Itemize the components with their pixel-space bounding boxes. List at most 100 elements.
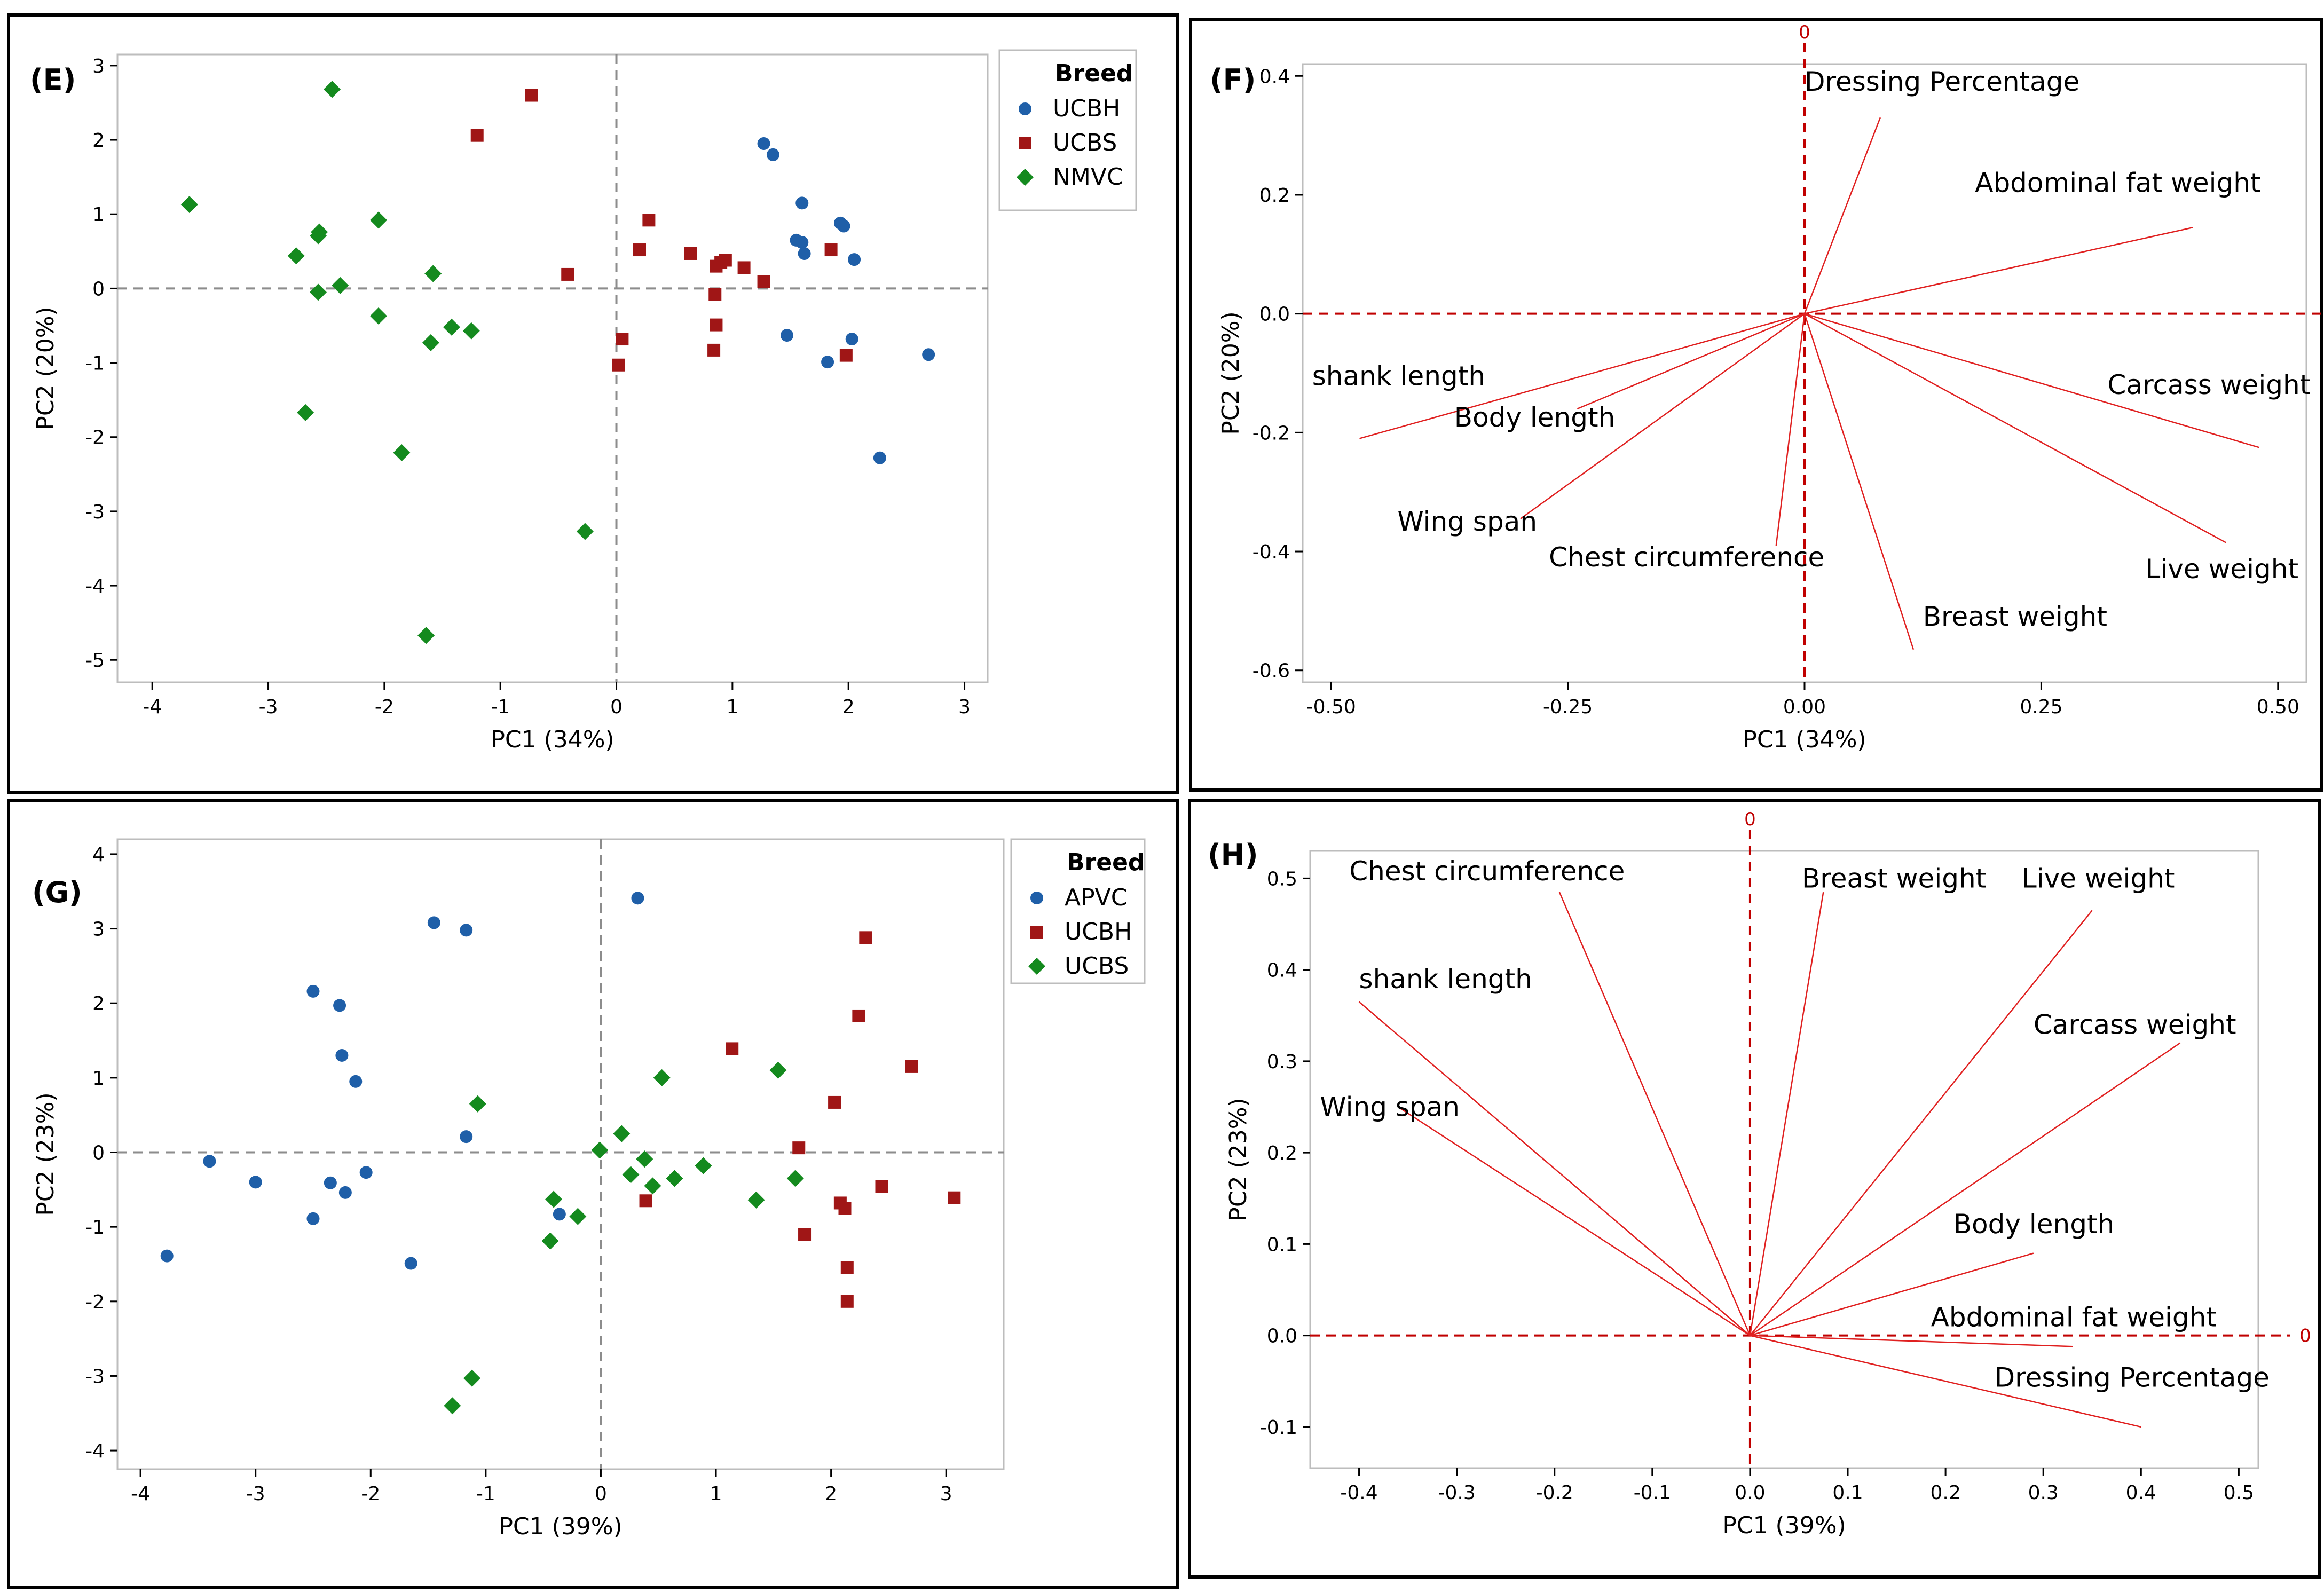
point-apvc xyxy=(160,1249,174,1263)
loading-label: Breast weight xyxy=(1802,863,1986,894)
x-tick-label: -4 xyxy=(143,696,162,718)
loading-vector xyxy=(1749,910,2093,1336)
point-nmvc xyxy=(443,318,460,336)
loading-vector xyxy=(1398,1106,1751,1336)
loading-label: Breast weight xyxy=(1923,601,2107,632)
point-ucbs xyxy=(633,243,646,257)
y-tick-label: 0.4 xyxy=(1259,66,1290,88)
loading-vector xyxy=(1359,313,1805,439)
point-apvc xyxy=(427,916,440,929)
zero-ref-label: 0 xyxy=(1799,22,1810,43)
point-apvc xyxy=(553,1208,566,1221)
point-nmvc xyxy=(287,247,305,265)
y-tick-label: 1 xyxy=(92,1068,105,1090)
y-tick-label: 0.3 xyxy=(1267,1051,1297,1073)
x-tick-label: -0.4 xyxy=(1340,1482,1377,1504)
panel-e-tag: (E) xyxy=(30,63,76,97)
panel-f-x-axis-title: PC1 (34%) xyxy=(1743,726,1866,753)
loading-label: Live weight xyxy=(2145,554,2298,585)
point-nmvc xyxy=(393,444,411,461)
panel-f-y-axis-title: PC2 (20%) xyxy=(1217,311,1244,435)
panel-e-border xyxy=(7,13,1179,794)
y-tick-label: 0.0 xyxy=(1259,304,1290,326)
point-ucbh xyxy=(905,1060,918,1073)
loading-label: Body length xyxy=(1953,1209,2115,1240)
y-tick-label: -3 xyxy=(85,501,105,523)
point-nmvc xyxy=(324,81,341,98)
loading-vector xyxy=(1804,313,2259,448)
loading-label: Live weight xyxy=(2022,863,2175,894)
point-ucbs xyxy=(525,89,538,102)
y-tick-label: 2 xyxy=(92,993,105,1015)
legend-marker-apvc xyxy=(1030,892,1043,904)
point-ucbs xyxy=(824,243,838,257)
x-tick-label: 0 xyxy=(610,696,623,718)
point-ucbs xyxy=(469,1095,486,1113)
panel-g-legend-box xyxy=(1010,838,1146,984)
point-nmvc xyxy=(309,227,327,245)
y-tick-label: 3 xyxy=(92,56,105,77)
point-ucbs xyxy=(444,1397,461,1415)
legend-marker-ucbs xyxy=(1019,137,1031,149)
panel-e-plot: -4 -3 -2 -1 0 1 2 3 -5 -4 -3 -2 -1 0 1 2 3 PC1 (34%) PC2 (… xyxy=(32,53,989,753)
point-apvc xyxy=(203,1155,216,1168)
panel-e-legend-box xyxy=(998,49,1137,211)
y-tick-label: -4 xyxy=(85,575,105,597)
point-ucbs xyxy=(653,1069,671,1086)
loading-vector xyxy=(1803,313,1915,650)
x-tick-label: -0.25 xyxy=(1543,696,1593,718)
point-ucbs xyxy=(642,214,656,227)
y-tick-label: -2 xyxy=(85,427,105,449)
point-ucbs xyxy=(747,1191,765,1209)
panel-h-y-axis-title: PC2 (23%) xyxy=(1225,1098,1252,1221)
panel-h-tag: (H) xyxy=(1208,838,1258,872)
legend-title: Breed xyxy=(1067,849,1145,876)
y-tick-label: -0.2 xyxy=(1252,422,1290,444)
panel-f: (F) 00-0.50-0.250.000.250.50-0.6-0.4-0.2… xyxy=(1189,18,2324,792)
point-ucbh xyxy=(828,1095,841,1109)
y-tick-label: 0 xyxy=(92,278,105,300)
loading-vector xyxy=(1358,1001,1751,1336)
loading-vector xyxy=(1804,313,2226,543)
y-tick-label: -3 xyxy=(85,1366,105,1387)
zero-ref-label: 0 xyxy=(1744,809,1756,830)
point-ucbs xyxy=(769,1061,787,1079)
point-ucbh xyxy=(798,247,811,260)
y-tick-label: -5 xyxy=(85,650,105,672)
point-ucbs xyxy=(710,259,723,273)
point-nmvc xyxy=(417,627,435,644)
point-ucbh xyxy=(798,1228,812,1241)
loading-label: Wing span xyxy=(1397,506,1537,537)
loading-vector xyxy=(1577,313,1805,409)
panel-g-x-axis-title: PC1 (39%) xyxy=(499,1513,622,1540)
x-tick-label: -1 xyxy=(476,1483,495,1505)
panel-h-x-axis-title: PC1 (39%) xyxy=(1722,1512,1846,1539)
y-tick-label: -1 xyxy=(85,1217,105,1239)
loading-vector xyxy=(1775,313,1806,546)
zero-ref-label: 0 xyxy=(2299,1326,2311,1347)
point-ucbh xyxy=(766,148,779,161)
x-tick-label: -3 xyxy=(259,696,278,718)
point-ucbh xyxy=(873,451,886,464)
point-ucbs xyxy=(737,261,751,274)
point-ucbs xyxy=(757,275,770,288)
point-apvc xyxy=(335,1048,349,1062)
y-tick-label: -0.4 xyxy=(1252,541,1290,563)
panel-g-legend: Breed APVC UCBH UCBS xyxy=(1010,838,1146,984)
point-ucbh xyxy=(845,333,858,346)
loading-label: Wing span xyxy=(1320,1092,1460,1123)
x-tick-label: 0.4 xyxy=(2126,1482,2156,1504)
loading-label: Dressing Percentage xyxy=(1995,1362,2270,1393)
point-nmvc xyxy=(576,523,594,540)
point-ucbh xyxy=(840,1261,854,1274)
x-tick-label: 0.3 xyxy=(2028,1482,2059,1504)
x-tick-label: -0.50 xyxy=(1306,696,1356,718)
x-tick-label: 0.50 xyxy=(2257,696,2299,718)
point-ucbs xyxy=(616,333,629,346)
point-ucbs xyxy=(710,318,723,332)
y-tick-label: -2 xyxy=(85,1291,105,1313)
point-ucbs xyxy=(708,288,722,301)
loading-vector xyxy=(1750,1042,2181,1336)
x-tick-label: 0.0 xyxy=(1735,1482,1765,1504)
